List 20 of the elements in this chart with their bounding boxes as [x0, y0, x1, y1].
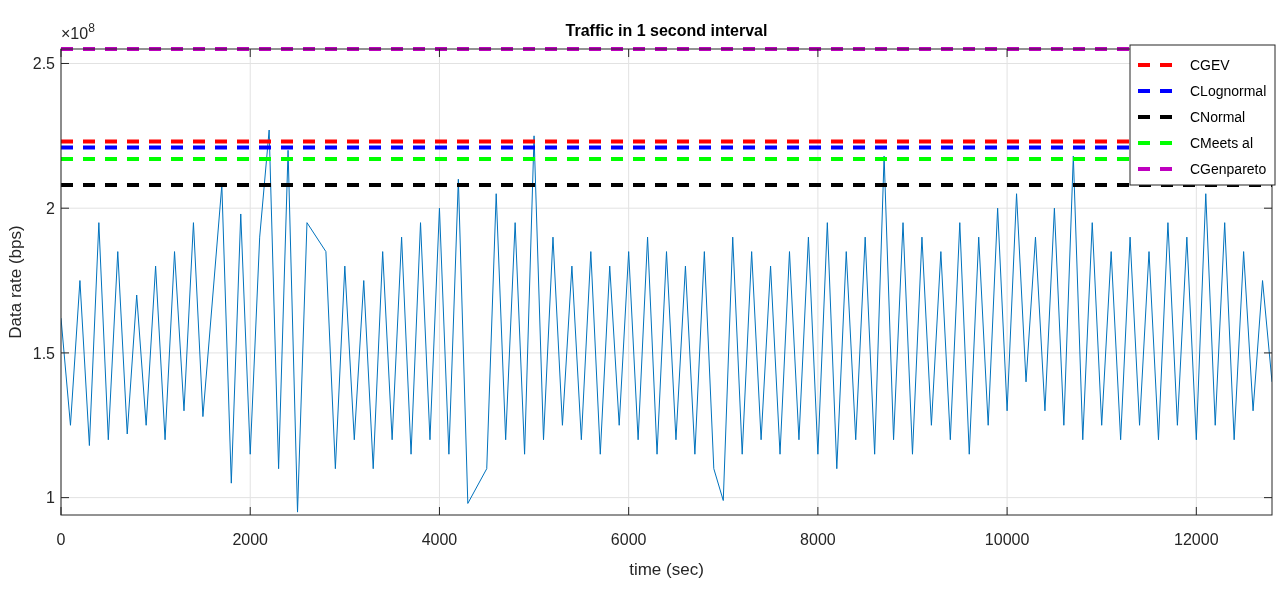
legend-label: CNormal — [1190, 108, 1246, 125]
y-tick-label: 1.5 — [32, 344, 56, 362]
text: ×10$^{8}$ — [61, 21, 96, 42]
x-tick-label: 10000 — [984, 531, 1030, 548]
legend-label: CGEV — [1190, 56, 1231, 73]
y-tick-label: 2.5 — [32, 55, 56, 73]
legend-label: CGenpareto — [1190, 160, 1267, 177]
x-axis-title: time (sec) — [629, 560, 704, 579]
chart-title: Traffic in 1 second interval — [565, 22, 768, 39]
x-tick-label: 12000 — [1174, 531, 1219, 548]
x-tick-label: 2000 — [232, 531, 269, 548]
x-tick-label: 6000 — [610, 531, 647, 548]
y-tick-label: 1 — [46, 489, 56, 507]
x-tick-label: 8000 — [800, 531, 836, 548]
x-tick-label: 4000 — [421, 531, 458, 548]
x-tick-label: 0 — [56, 531, 66, 548]
legend-label: CLognormal — [1190, 82, 1267, 99]
legend-label: CMeets al — [1190, 134, 1254, 151]
y-tick-label: 2 — [46, 199, 56, 217]
y-axis-title: Data rate (bps) — [6, 225, 25, 339]
